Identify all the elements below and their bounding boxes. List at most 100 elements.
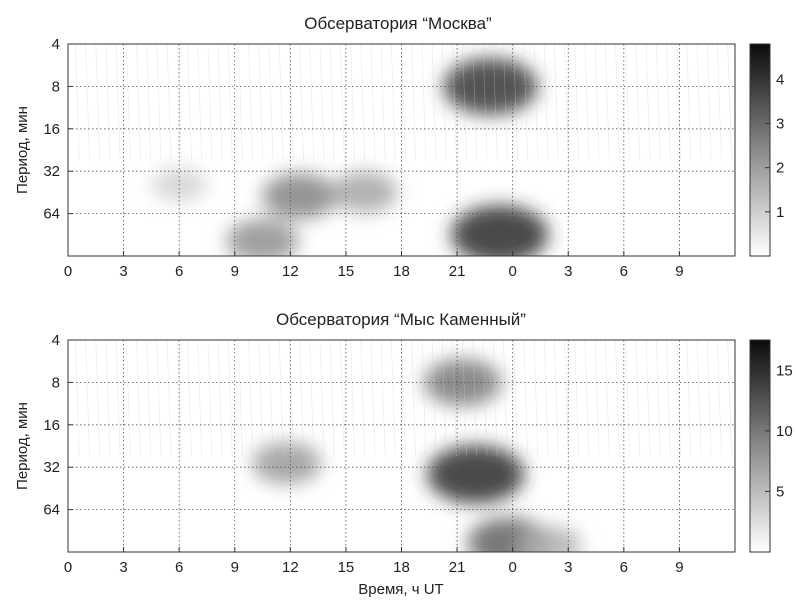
heatmap-2-streak xyxy=(411,340,416,457)
heatmap-2-streak xyxy=(360,340,366,457)
y-tick-label: 4 xyxy=(52,36,60,53)
heatmap-1-streak xyxy=(217,44,223,161)
heatmap-2-streak xyxy=(85,340,90,457)
heatmap-1-streak xyxy=(289,44,294,161)
heatmap-1-streak xyxy=(605,44,610,161)
heatmap-2-streak xyxy=(177,340,182,457)
heatmap-1-streak xyxy=(197,44,202,161)
x-tick-label: 18 xyxy=(393,559,410,576)
heatmap-2-streaks xyxy=(75,340,732,457)
heatmap-1-streak xyxy=(717,44,722,161)
y-tick-label: 8 xyxy=(52,78,60,95)
heatmap-1-streak xyxy=(635,44,641,161)
heatmap-1-streak xyxy=(207,44,213,161)
heatmap-2-streak xyxy=(727,340,732,457)
heatmap-1-streak xyxy=(615,44,620,161)
x-tick-label: 3 xyxy=(564,559,572,576)
panel-mys-kamenny: Обсерватория “Мыс Каменный” 0 3 6 9 12 15 18 21… xyxy=(14,310,793,598)
heatmap-1-streak xyxy=(676,44,681,161)
heatmap-1-blob-4 xyxy=(451,205,549,256)
heatmap-1-streak xyxy=(462,44,467,161)
heatmap-2-streak xyxy=(309,340,315,457)
heatmap-2-streak xyxy=(380,340,386,457)
heatmap-2-streak xyxy=(584,340,590,457)
heatmap-2-streak xyxy=(706,340,712,457)
heatmap-2-streak xyxy=(696,340,702,457)
heatmap-1-streak xyxy=(238,44,243,161)
heatmap-1-streak xyxy=(431,44,437,161)
x-tick-label: 0 xyxy=(508,263,516,280)
heatmap-1-streak xyxy=(391,44,396,161)
heatmap-2-streak xyxy=(655,340,661,457)
x-tick-label: 0 xyxy=(64,263,72,280)
heatmap-2-streak xyxy=(543,340,549,457)
heatmap-1-streak xyxy=(686,44,692,161)
heatmap-1-streak xyxy=(696,44,702,161)
heatmap-2-blob-0 xyxy=(252,442,322,485)
heatmap-1-streak xyxy=(309,44,315,161)
heatmap-2-streak xyxy=(75,340,80,457)
x-tick-label: 6 xyxy=(620,263,628,280)
heatmap-2-streak xyxy=(594,340,600,457)
x-tick-label: 3 xyxy=(564,263,572,280)
heatmap-2-streak xyxy=(676,340,681,457)
heatmap-1-streak xyxy=(177,44,182,161)
heatmap-2-blob-4 xyxy=(517,525,582,552)
heatmap-2-streak xyxy=(217,340,223,457)
heatmap-2-streak xyxy=(126,340,131,457)
colorbar-tick-label: 15 xyxy=(776,362,793,379)
heatmap-1-streak xyxy=(482,44,488,161)
heatmap-1-streak xyxy=(136,44,141,161)
heatmap-1-streak xyxy=(594,44,600,161)
heatmap-1-streak xyxy=(258,44,264,161)
heatmap-1-streak xyxy=(543,44,549,161)
heatmap-2-streak xyxy=(482,340,488,457)
heatmap-1-streak xyxy=(350,44,355,161)
heatmap-2-streak xyxy=(95,340,101,457)
x-tick-label: 21 xyxy=(449,559,466,576)
x-tick-label: 9 xyxy=(231,263,239,280)
y-tick-label: 64 xyxy=(43,502,60,519)
heatmap-2-streak xyxy=(370,340,376,457)
grid-2 xyxy=(68,340,735,552)
panel-2-title: Обсерватория “Мыс Каменный” xyxy=(276,310,526,329)
heatmap-2-streak xyxy=(421,340,427,457)
x-ticks-1: 0 3 6 9 12 15 18 21 0 3 6 9 xyxy=(64,251,684,280)
heatmap-2-streak xyxy=(319,340,325,457)
x-tick-label: 18 xyxy=(393,263,410,280)
heatmap-2-streak xyxy=(462,340,467,457)
x-tick-label: 3 xyxy=(119,559,127,576)
x-tick-label: 3 xyxy=(119,263,127,280)
x-tick-label: 0 xyxy=(508,559,516,576)
colorbar-1 xyxy=(749,43,771,257)
heatmap-1-streak xyxy=(166,44,172,161)
heatmap-2-streak xyxy=(105,340,111,457)
heatmap-2-streak xyxy=(278,340,284,457)
heatmap-1-streak xyxy=(278,44,284,161)
heatmap-2-streak xyxy=(136,340,141,457)
heatmap-2-streak xyxy=(686,340,692,457)
heatmap-1-blob-1 xyxy=(226,218,299,256)
heatmap-1-blob-2 xyxy=(331,171,398,213)
heatmap-1-blob-0 xyxy=(262,173,337,219)
y-tick-label: 16 xyxy=(43,121,60,138)
heatmap-2-streak xyxy=(299,340,304,457)
heatmap-1-streak xyxy=(187,44,192,161)
x-tick-label: 9 xyxy=(231,559,239,576)
heatmap-1-streak xyxy=(401,44,406,161)
y-ticks-2: 4 8 16 32 64 xyxy=(43,332,73,519)
colorbar-tick-label: 5 xyxy=(776,483,784,500)
colorbar-tick-label: 1 xyxy=(776,204,784,221)
heatmap-2-streak xyxy=(625,340,630,457)
heatmap-2-streak xyxy=(115,340,121,457)
heatmap-1-streak xyxy=(95,44,101,161)
heatmap-1 xyxy=(151,58,549,256)
heatmap-1-streak xyxy=(554,44,559,161)
heatmap-1-streak xyxy=(75,44,80,161)
heatmap-1-streak xyxy=(452,44,457,161)
heatmap-2-streak xyxy=(156,340,162,457)
heatmap-1-streak xyxy=(655,44,661,161)
x-tick-label: 15 xyxy=(338,263,355,280)
panel-moscow: Обсерватория “Москва” 0 3 6 9 12 15 18 21 0 3 6 9 4… xyxy=(14,14,784,280)
